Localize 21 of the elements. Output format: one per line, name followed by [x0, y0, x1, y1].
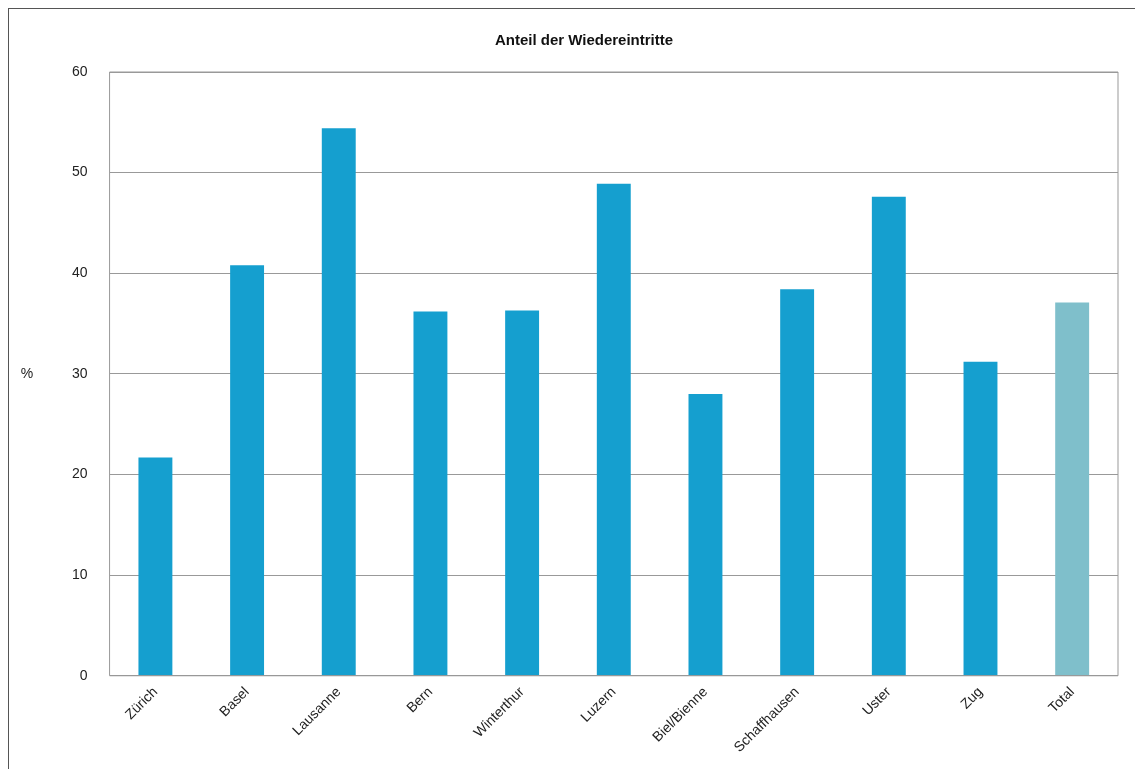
bar	[963, 361, 998, 676]
bar	[688, 394, 723, 676]
bar	[1055, 302, 1090, 676]
bar	[413, 311, 448, 676]
y-tick-label: 0	[79, 666, 88, 683]
chart-title: Anteil der Wiedereintritte	[494, 31, 674, 49]
y-tick-label: 10	[71, 565, 88, 582]
y-tick-label: 40	[71, 264, 88, 281]
bar	[321, 128, 356, 676]
y-tick-label: 50	[71, 163, 88, 180]
bar	[780, 289, 815, 676]
y-axis-title: %	[20, 364, 34, 381]
bar	[138, 457, 173, 676]
bar	[596, 183, 631, 676]
bar	[505, 310, 540, 676]
y-tick-label: 30	[71, 364, 88, 381]
y-tick-label: 20	[71, 465, 88, 482]
bar	[871, 196, 906, 676]
x-tick-label: Zug	[956, 683, 986, 712]
bar	[230, 265, 265, 676]
y-tick-label: 60	[71, 62, 88, 79]
